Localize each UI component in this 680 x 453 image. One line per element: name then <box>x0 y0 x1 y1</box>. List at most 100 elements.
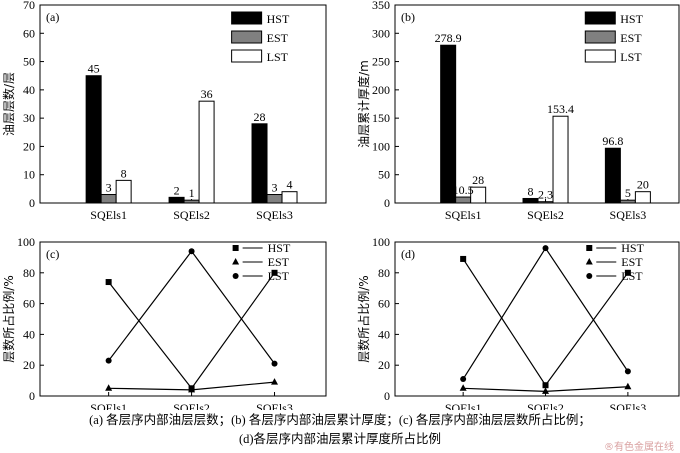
y-tick-label: 80 <box>23 266 35 280</box>
bar-value-label: 4 <box>287 178 293 192</box>
marker-square <box>105 279 112 286</box>
marker-triangle <box>585 258 593 265</box>
y-tick-label: 70 <box>23 0 35 12</box>
bar-value-label: 278.9 <box>435 31 462 45</box>
x-tick-label: SQEls1 <box>90 208 127 222</box>
series-line-lst <box>462 247 629 380</box>
legend-swatch-lst <box>584 49 616 63</box>
marker-circle <box>586 273 593 279</box>
y-axis-title: 层数所占比例/% <box>1 275 16 362</box>
chart-panel-3 <box>394 241 680 397</box>
marker-triangle <box>105 384 113 391</box>
marker-circle <box>624 368 631 375</box>
y-tick-label: 80 <box>378 266 390 280</box>
panel-label: (b) <box>401 10 415 24</box>
marker-square <box>271 269 278 276</box>
legend-label-est: EST <box>620 31 642 45</box>
bar-est <box>619 199 636 204</box>
bar-value-label: 153.4 <box>547 102 574 116</box>
x-tick-label: SQEls3 <box>256 208 293 222</box>
legend-label-lst: LST <box>268 269 290 283</box>
bar-value-label: 5 <box>625 186 631 200</box>
bar-hst <box>440 44 457 204</box>
marker-square <box>624 269 631 276</box>
legend-label-lst: LST <box>621 269 643 283</box>
legend-swatch-lst <box>231 49 263 63</box>
y-tick-label: 20 <box>378 358 390 372</box>
bar-value-label: 10.5 <box>453 183 474 197</box>
y-tick-label: 40 <box>23 327 35 341</box>
marker-triangle <box>624 382 632 390</box>
panel-label: (a) <box>46 10 59 24</box>
x-tick-label: SQEls3 <box>256 401 293 410</box>
marker-triangle <box>459 384 467 391</box>
y-tick-label: 300 <box>372 26 390 40</box>
legend-label-hst: HST <box>620 12 643 26</box>
x-tick-label: SQEls1 <box>445 401 482 410</box>
bar-est <box>537 201 554 204</box>
legend-label-hst: HST <box>267 12 290 26</box>
bar-hst <box>604 147 621 204</box>
legend-swatch-est <box>231 30 263 44</box>
marker-triangle <box>188 385 196 393</box>
panel-label: (d) <box>401 247 415 261</box>
bar-est <box>183 199 200 204</box>
bar-est <box>455 196 472 204</box>
y-tick-label: 60 <box>23 26 35 40</box>
y-tick-label: 100 <box>17 235 35 249</box>
marker-square <box>542 382 549 389</box>
marker-circle <box>271 360 278 367</box>
y-tick-label: 100 <box>372 235 390 249</box>
y-tick-label: 0 <box>384 196 390 210</box>
x-tick-label: SQEls1 <box>90 401 127 410</box>
marker-square <box>232 245 239 251</box>
bar-hst <box>522 197 539 204</box>
y-tick-label: 30 <box>23 111 35 125</box>
y-tick-label: 350 <box>372 0 390 12</box>
y-axis-title: 层数所占比例/% <box>356 275 371 362</box>
marker-square <box>586 245 593 251</box>
y-tick-label: 20 <box>23 358 35 372</box>
bar-lst <box>281 191 298 204</box>
bar-value-label: 8 <box>121 166 127 180</box>
y-tick-label: 60 <box>23 297 35 311</box>
marker-triangle <box>271 378 279 385</box>
bar-est <box>100 194 117 204</box>
legend-swatch-est <box>584 30 616 44</box>
bar-value-label: 28 <box>254 110 266 124</box>
y-tick-label: 0 <box>29 389 35 403</box>
x-tick-label: SQEls3 <box>610 401 647 410</box>
bar-hst <box>168 196 185 204</box>
y-axis-title: 油层层数/层 <box>1 72 16 136</box>
y-tick-label: 200 <box>372 83 390 97</box>
marker-triangle <box>232 258 240 265</box>
bar-value-label: 36 <box>201 87 213 101</box>
marker-circle <box>188 248 195 255</box>
x-tick-label: SQEls2 <box>173 401 210 410</box>
plot-frame <box>394 241 680 397</box>
y-tick-label: 0 <box>384 389 390 403</box>
bar-hst <box>251 123 268 204</box>
chart-panel-0 <box>39 4 327 204</box>
y-tick-label: 0 <box>29 196 35 210</box>
x-tick-label: SQEls2 <box>527 208 564 222</box>
bar-value-label: 3 <box>272 181 278 195</box>
y-tick-label: 20 <box>23 139 35 153</box>
y-tick-label: 40 <box>378 327 390 341</box>
bar-lst <box>552 115 569 204</box>
legend-label-hst: HST <box>621 241 644 255</box>
legend-swatch-hst <box>231 11 263 25</box>
y-tick-label: 50 <box>378 168 390 182</box>
x-tick-label: SQEls1 <box>445 208 482 222</box>
legend-swatch-hst <box>584 11 616 25</box>
marker-circle <box>105 357 112 364</box>
legend-label-est: EST <box>268 255 290 269</box>
bar-value-label: 8 <box>528 184 534 198</box>
bar-value-label: 45 <box>88 62 100 76</box>
bar-value-label: 20 <box>637 178 649 192</box>
bar-value-label: 2 <box>174 183 180 197</box>
x-tick-label: SQEls2 <box>527 401 564 410</box>
figure-caption-line-1: (a) 各层序内部油层层数；(b) 各层序内部油层累计厚度；(c) 各层序内部油… <box>89 413 591 427</box>
legend-label-est: EST <box>267 31 289 45</box>
legend-label-lst: LST <box>267 50 289 64</box>
